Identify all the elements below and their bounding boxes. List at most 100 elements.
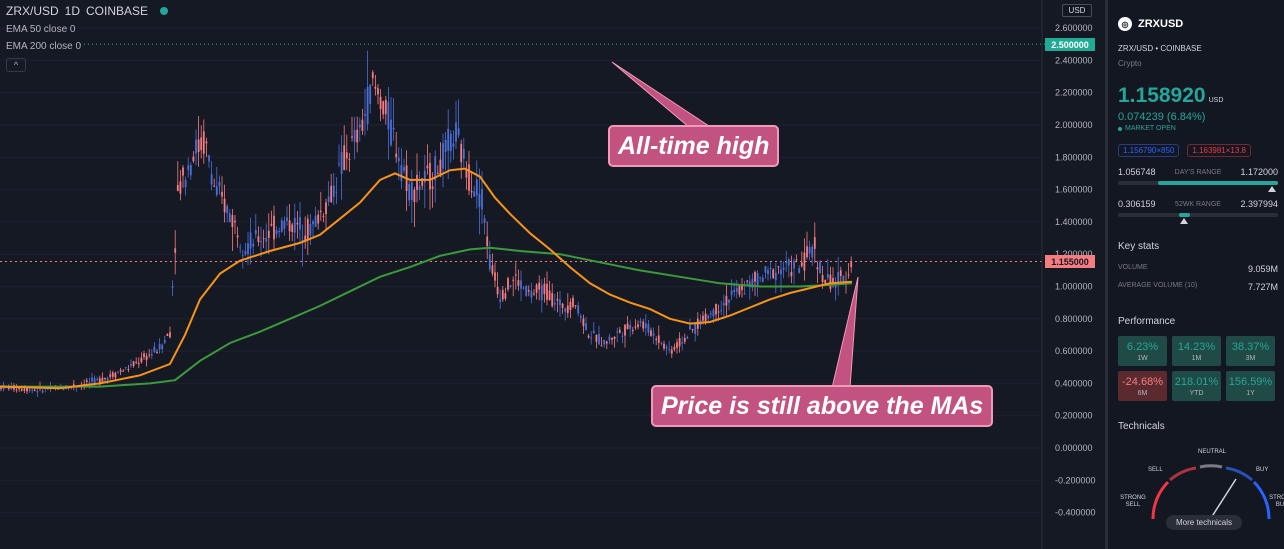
ma-annotation[interactable]: Price is still above the MAs bbox=[651, 385, 994, 427]
candle-body bbox=[226, 205, 229, 214]
candle-body bbox=[826, 273, 829, 278]
candle-body bbox=[299, 216, 301, 230]
perf-cell[interactable]: 218.01% YTD bbox=[1172, 371, 1221, 401]
ath-annotation[interactable]: All-time high bbox=[608, 125, 780, 167]
candle-body bbox=[356, 129, 359, 143]
wk52-range-bar bbox=[1118, 213, 1278, 224]
candle-body bbox=[681, 342, 684, 344]
candle-body bbox=[260, 241, 262, 243]
candle-body bbox=[540, 285, 543, 301]
candle-body bbox=[127, 368, 130, 370]
price-axis-label: 1.800000 bbox=[1055, 152, 1093, 162]
perf-value: 156.59% bbox=[1228, 375, 1273, 388]
candle-body bbox=[725, 295, 728, 306]
candle-body bbox=[642, 321, 645, 329]
candle-body bbox=[449, 133, 452, 152]
perf-cell[interactable]: 14.23% 1M bbox=[1172, 336, 1221, 366]
candle-body bbox=[26, 387, 28, 392]
candle-body bbox=[486, 236, 489, 247]
candle-body bbox=[119, 370, 122, 372]
perf-cell[interactable]: 6.23% 1W bbox=[1118, 336, 1167, 366]
technicals-gauge[interactable]: NEUTRAL SELL BUY STRONG SELL STRONG BUY … bbox=[1118, 434, 1284, 534]
price-currency: USD bbox=[1208, 97, 1224, 104]
candle-body bbox=[340, 152, 343, 174]
candle-body bbox=[228, 213, 231, 223]
candle-body bbox=[395, 153, 398, 158]
candle-body bbox=[202, 131, 205, 154]
legend-ema50[interactable]: EMA 50 close 0 bbox=[6, 24, 76, 35]
candle-body bbox=[403, 167, 405, 171]
candle-body bbox=[663, 343, 665, 349]
candle-body bbox=[780, 269, 782, 275]
candle-body bbox=[358, 124, 361, 128]
candle-body bbox=[676, 342, 678, 348]
days-range-high: 1.172000 bbox=[1240, 167, 1278, 177]
candle-body bbox=[286, 217, 288, 222]
candle-body bbox=[213, 185, 216, 187]
candle-body bbox=[171, 286, 174, 288]
chart-pane[interactable]: 2.600000 2.400000 2.200000 2.000000 1.800000… bbox=[0, 0, 1104, 549]
more-technicals-button[interactable]: More technicals bbox=[1166, 515, 1243, 530]
candle-body bbox=[439, 159, 442, 177]
candle-body bbox=[611, 337, 613, 340]
candle-body bbox=[28, 389, 31, 391]
legend-symbol[interactable]: ZRX/USD bbox=[6, 4, 59, 18]
price-chart[interactable]: 2.600000 2.400000 2.200000 2.000000 1.800000… bbox=[0, 0, 1104, 549]
candle-body bbox=[616, 331, 619, 333]
candle-body bbox=[31, 389, 34, 391]
candle-body bbox=[847, 274, 850, 276]
candle-body bbox=[392, 127, 395, 130]
candle-body bbox=[426, 165, 429, 169]
candle-body bbox=[795, 259, 798, 261]
candle-body bbox=[517, 280, 520, 286]
legend-ema200[interactable]: EMA 200 close 0 bbox=[6, 41, 82, 52]
legend-interval[interactable]: 1D bbox=[64, 4, 81, 18]
candle-body bbox=[751, 279, 754, 288]
candle-body bbox=[98, 378, 101, 385]
candle-body bbox=[104, 377, 106, 380]
symbol-details-panel: ◎ ZRXUSD ZRX/USD • COINBASE Crypto 1.158… bbox=[1105, 0, 1284, 549]
candle-body bbox=[431, 186, 434, 189]
candle-body bbox=[101, 377, 104, 383]
days-range: 1.056748 DAY'S RANGE 1.172000 bbox=[1118, 167, 1278, 192]
volume-row: VOLUME 9.059M bbox=[1118, 264, 1278, 274]
perf-period: 1Y bbox=[1246, 389, 1255, 397]
candle-body bbox=[668, 349, 671, 351]
pair-exchange[interactable]: ZRX/USD • COINBASE bbox=[1118, 44, 1202, 53]
candle-body bbox=[764, 266, 767, 273]
candle-body bbox=[330, 185, 333, 203]
candle-body bbox=[777, 266, 780, 268]
candle-body bbox=[748, 281, 751, 288]
candle-body bbox=[587, 335, 590, 338]
gauge-neutral-label: NEUTRAL bbox=[1198, 449, 1227, 455]
candle-body bbox=[803, 252, 806, 271]
candle-body bbox=[790, 272, 793, 277]
candle-body bbox=[624, 324, 626, 336]
price-axis-label: 1.200000 bbox=[1055, 249, 1093, 259]
candle-body bbox=[408, 183, 411, 201]
bid-badge: 1.156790×850 bbox=[1118, 144, 1180, 157]
legend-collapse-button[interactable]: ^ bbox=[6, 58, 26, 72]
candle-body bbox=[595, 334, 598, 342]
candle-body bbox=[291, 224, 294, 232]
candle-body bbox=[735, 288, 738, 292]
candle-body bbox=[533, 293, 535, 295]
perf-cell[interactable]: 156.59% 1Y bbox=[1226, 371, 1275, 401]
perf-cell[interactable]: -24.68% 6M bbox=[1118, 371, 1167, 401]
currency-selector[interactable]: USD bbox=[1062, 4, 1092, 17]
candle-body bbox=[150, 353, 153, 356]
candle-body bbox=[514, 274, 517, 276]
candle-body bbox=[88, 382, 91, 384]
perf-cell[interactable]: 38.37% 3M bbox=[1226, 336, 1275, 366]
candle-body bbox=[41, 390, 44, 393]
candle-body bbox=[730, 290, 733, 295]
candle-body bbox=[306, 218, 309, 240]
candle-body bbox=[371, 72, 374, 79]
candle-body bbox=[501, 289, 504, 300]
candle-body bbox=[767, 270, 769, 275]
candle-body bbox=[106, 377, 109, 381]
candle-body bbox=[634, 326, 637, 328]
candle-body bbox=[793, 261, 795, 269]
wk52-range: 0.306159 52WK RANGE 2.397994 bbox=[1118, 199, 1278, 224]
avg-volume-row: AVERAGE VOLUME (10) 7.727M bbox=[1118, 282, 1278, 292]
